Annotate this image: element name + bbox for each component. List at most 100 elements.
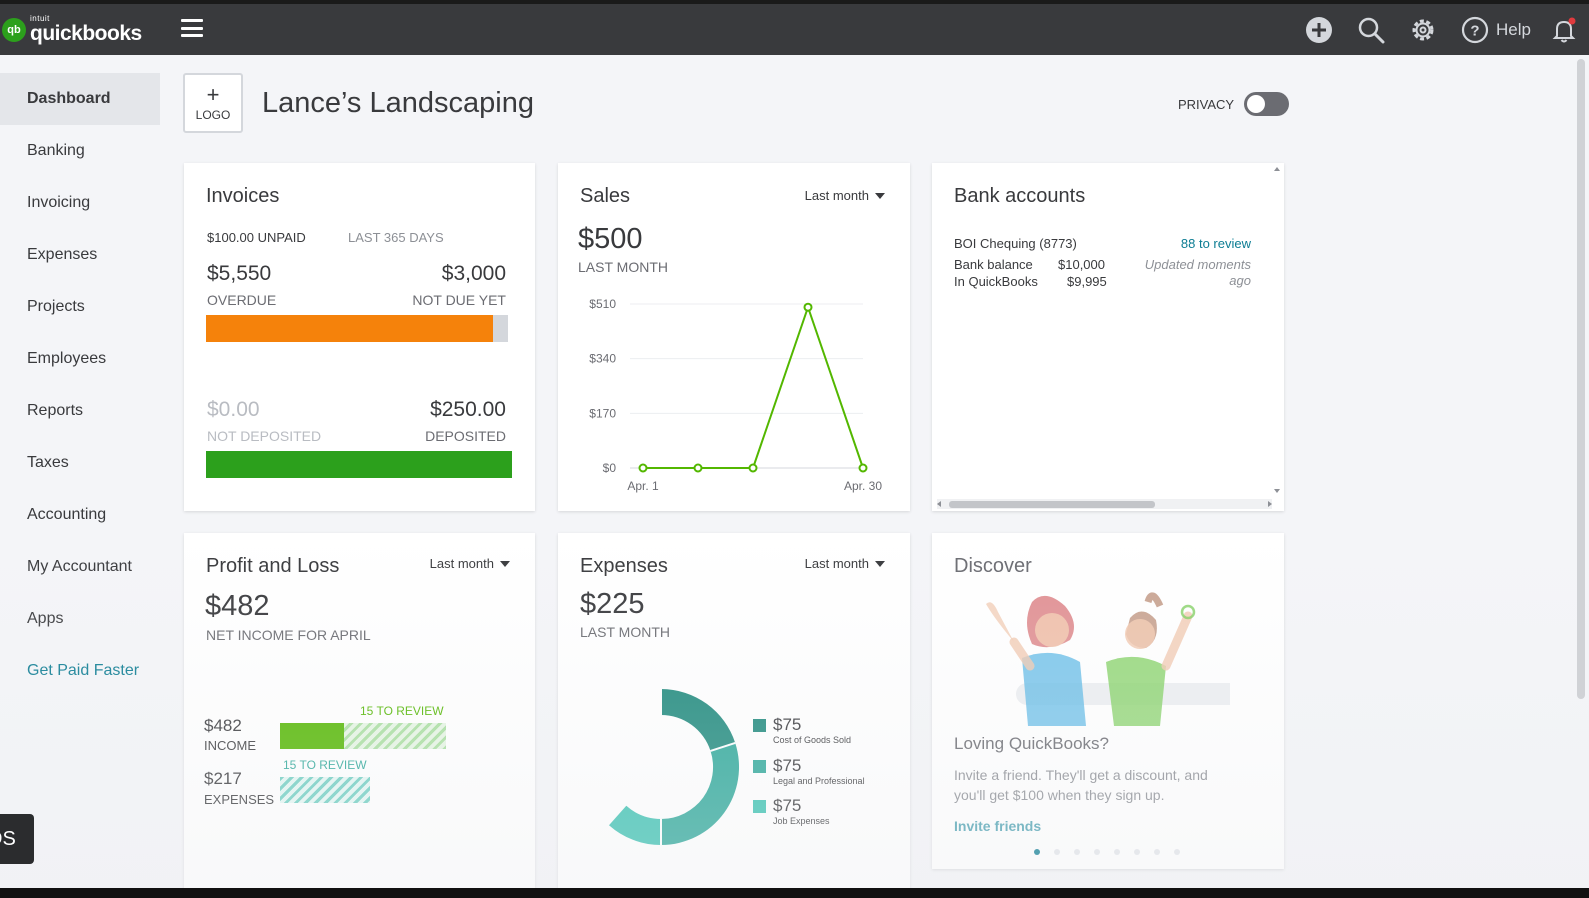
expenses-label: EXPENSES <box>204 792 275 807</box>
invoices-card: Invoices $100.00 UNPAID LAST 365 DAYS $5… <box>184 163 535 511</box>
not-deposited-label: NOT DEPOSITED <box>207 428 322 444</box>
carousel-dots <box>1034 849 1180 855</box>
donut-segment-job-expenses[interactable] <box>609 805 661 845</box>
dashboard-content: Dashboard Banking Invoicing Expenses Pro… <box>0 55 1589 888</box>
y-tick-label: $170 <box>589 406 616 420</box>
bank-updated-line1: Updated moments <box>1144 257 1251 272</box>
net-income-label: NET INCOME FOR APRIL <box>206 627 371 643</box>
expenses-period-select[interactable]: Last month <box>805 556 885 571</box>
brand-intuit: intuit <box>30 14 50 23</box>
in-quickbooks-label: In QuickBooks <box>954 274 1038 289</box>
carousel-dot[interactable] <box>1134 849 1140 855</box>
expenses-card: Expenses Last month $225 LAST MONTH $75 … <box>558 533 910 888</box>
logo-label: LOGO <box>195 107 231 122</box>
ds-tab[interactable]: DS <box>0 814 34 864</box>
income-bar[interactable] <box>280 723 446 749</box>
profit-loss-period-select[interactable]: Last month <box>430 556 510 571</box>
plus-icon: + <box>206 81 220 107</box>
plus-circle-icon[interactable] <box>1304 15 1334 45</box>
bank-review-link[interactable]: 88 to review <box>1180 236 1251 251</box>
discover-body-line2: you'll get $100 when they sign up. <box>954 787 1165 803</box>
company-name: Lance’s Landscaping <box>262 87 534 119</box>
sales-amount-label: LAST MONTH <box>578 259 668 275</box>
bank-horizontal-scrollbar[interactable] <box>937 499 1272 509</box>
expenses-total-label: LAST MONTH <box>580 624 670 640</box>
menu-icon[interactable] <box>181 19 203 37</box>
legend-amount: $75 <box>773 715 802 734</box>
page-scrollbar[interactable] <box>1577 59 1585 699</box>
carousel-dot-active[interactable] <box>1034 849 1040 855</box>
invite-friends-link[interactable]: Invite friends <box>954 818 1042 834</box>
bank-accounts-title: Bank accounts <box>954 185 1086 207</box>
invoices-title: Invoices <box>206 185 280 207</box>
expenses-bar[interactable] <box>280 777 370 803</box>
sidebar: Dashboard Banking Invoicing Expenses Pro… <box>0 73 160 697</box>
sales-data-point[interactable] <box>638 463 648 473</box>
bank-vertical-scrollbar[interactable] <box>1274 167 1280 493</box>
not-due-amount: $3,000 <box>441 262 506 285</box>
sales-data-point[interactable] <box>748 463 758 473</box>
add-logo-button[interactable]: + LOGO <box>183 73 243 133</box>
bank-balance-value: $10,000 <box>1058 257 1105 272</box>
expenses-amount: $217 <box>204 769 242 788</box>
sidebar-item-my-accountant[interactable]: My Accountant <box>27 558 132 575</box>
discover-body-line1: Invite a friend. They'll get a discount,… <box>954 767 1208 783</box>
carousel-dot[interactable] <box>1094 849 1100 855</box>
donut-segment-cost-of-goods[interactable] <box>661 689 736 751</box>
sales-period-select[interactable]: Last month <box>805 188 885 203</box>
overdue-bar[interactable] <box>206 315 508 342</box>
chevron-down-icon <box>875 192 885 199</box>
friends-illustration <box>986 592 1230 726</box>
carousel-dot[interactable] <box>1174 849 1180 855</box>
profit-loss-period-label: Last month <box>429 556 494 571</box>
bell-icon[interactable] <box>1549 15 1579 45</box>
carousel-dot[interactable] <box>1074 849 1080 855</box>
expenses-donut-chart[interactable] <box>598 685 748 855</box>
sidebar-item-banking[interactable]: Banking <box>27 142 85 159</box>
help-icon[interactable]: ? <box>1460 15 1490 45</box>
sidebar-item-projects[interactable]: Projects <box>27 298 85 315</box>
sidebar-item-invoicing[interactable]: Invoicing <box>27 194 91 211</box>
donut-segment-legal[interactable] <box>661 742 740 845</box>
sidebar-item-employees[interactable]: Employees <box>27 350 107 367</box>
sidebar-item-taxes[interactable]: Taxes <box>27 454 69 471</box>
not-deposited-amount: $0.00 <box>207 398 260 421</box>
gear-icon[interactable] <box>1408 15 1438 45</box>
carousel-dot[interactable] <box>1154 849 1160 855</box>
income-bar-fill <box>280 723 344 749</box>
quickbooks-logo[interactable]: qb intuit quickbooks <box>2 15 142 44</box>
privacy-control: PRIVACY <box>1178 92 1290 116</box>
bottom-strip <box>0 888 1589 898</box>
sidebar-item-expenses[interactable]: Expenses <box>27 246 98 263</box>
overdue-bar-fill <box>206 315 493 342</box>
deposited-bar-fill <box>206 451 512 478</box>
y-tick-label: $510 <box>589 297 616 311</box>
sidebar-item-reports[interactable]: Reports <box>27 402 84 419</box>
sales-amount: $500 <box>578 223 643 255</box>
sidebar-item-apps[interactable]: Apps <box>27 610 64 627</box>
help-label[interactable]: Help <box>1496 19 1531 39</box>
sales-data-point[interactable] <box>858 463 868 473</box>
carousel-dot[interactable] <box>1114 849 1120 855</box>
overdue-label: OVERDUE <box>207 292 277 308</box>
sidebar-item-dashboard[interactable]: Dashboard <box>0 73 160 125</box>
chevron-down-icon <box>875 560 885 567</box>
expenses-review-label[interactable]: 15 TO REVIEW <box>283 758 367 772</box>
privacy-toggle[interactable] <box>1244 92 1290 116</box>
deposited-bar[interactable] <box>206 451 512 478</box>
sidebar-item-get-paid-faster[interactable]: Get Paid Faster <box>27 662 140 679</box>
privacy-label: PRIVACY <box>1178 96 1235 112</box>
legend-label: Cost of Goods Sold <box>773 735 852 745</box>
search-icon[interactable] <box>1356 15 1386 45</box>
sales-period-label: Last month <box>804 188 869 203</box>
y-tick-label: $340 <box>589 352 616 366</box>
income-review-label[interactable]: 15 TO REVIEW <box>360 704 444 718</box>
sales-data-point[interactable] <box>803 302 813 312</box>
discover-card: Discover Loving QuickBooks? Invite a fri… <box>932 533 1284 869</box>
in-quickbooks-value: $9,995 <box>1067 274 1107 289</box>
carousel-dot[interactable] <box>1054 849 1060 855</box>
sales-series-line <box>643 304 864 469</box>
sidebar-item-accounting[interactable]: Accounting <box>27 506 107 523</box>
sales-data-point[interactable] <box>693 463 703 473</box>
chevron-down-icon <box>500 560 510 567</box>
